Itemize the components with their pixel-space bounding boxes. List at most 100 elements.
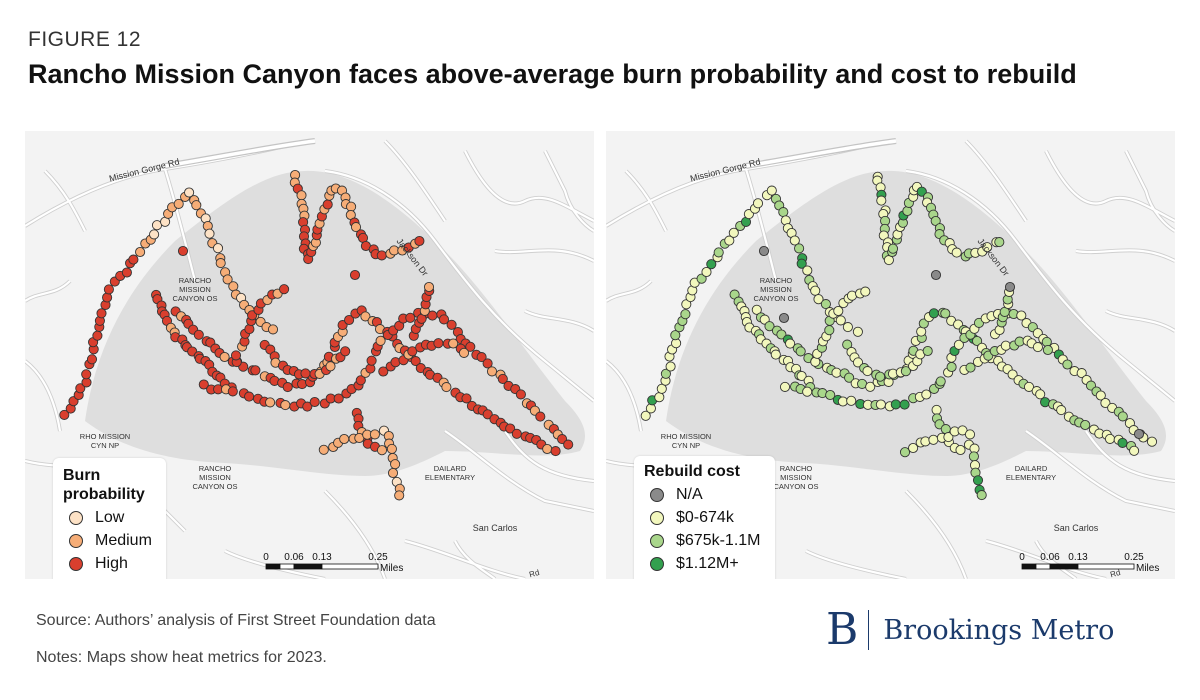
property-dot: [789, 235, 800, 246]
property-dot: [265, 397, 276, 408]
scale-tick-label: 0.25: [368, 552, 388, 563]
property-dot: [476, 352, 487, 363]
map-label: CANYON OS: [172, 294, 217, 303]
property-dot-na: [758, 245, 770, 257]
property-dot: [875, 399, 886, 410]
property-dot: [1095, 390, 1106, 401]
map-label: DAILARD: [1015, 464, 1048, 473]
property-dot: [1117, 437, 1128, 448]
property-dot: [405, 312, 416, 323]
scale-tick-label: 0.13: [1068, 552, 1088, 563]
property-dot: [955, 444, 966, 456]
property-dot: [465, 341, 476, 352]
property-dot: [482, 358, 493, 369]
property-dot: [550, 446, 561, 457]
property-dot: [1035, 389, 1046, 400]
property-dot: [935, 376, 946, 387]
property-dot: [908, 442, 919, 454]
map-label: RANCHO: [780, 464, 813, 473]
property-dot: [802, 265, 813, 276]
property-dot: [244, 324, 255, 335]
legend-label: Low: [95, 509, 125, 526]
source-note: Source: Authors’ analysis of First Stree…: [36, 612, 436, 629]
map-label: CANYON OS: [773, 482, 818, 491]
property-dot: [852, 357, 864, 368]
legend-swatch: [650, 534, 664, 548]
property-dot: [378, 366, 389, 377]
property-dot: [899, 447, 911, 458]
property-dot: [198, 379, 209, 390]
property-dot: [250, 365, 261, 376]
property-dot: [386, 443, 397, 454]
property-dot: [355, 375, 366, 386]
legend-label: $0-674k: [676, 509, 734, 526]
property-dot: [204, 228, 215, 239]
property-dot: [309, 396, 320, 408]
property-dot: [846, 395, 857, 406]
property-dots: [640, 171, 1158, 501]
property-dot: [376, 445, 388, 456]
map-label: MISSION: [780, 473, 812, 482]
property-dot: [779, 381, 791, 392]
scale-unit-label: Miles: [380, 563, 403, 574]
property-dot: [1104, 433, 1116, 444]
property-dot: [837, 396, 848, 407]
property-dot: [670, 330, 681, 341]
property-dot: [441, 382, 452, 393]
property-dot: [81, 369, 92, 380]
property-dot: [982, 242, 993, 253]
legend-label: High: [95, 555, 128, 572]
map-label: RANCHO: [199, 464, 232, 473]
property-dot: [86, 354, 98, 365]
property-dot: [135, 246, 146, 258]
property-dot: [953, 339, 964, 350]
property-dot: [325, 361, 336, 372]
property-dot: [121, 267, 132, 278]
scale-tick-label: 0: [1019, 552, 1025, 563]
property-dot: [833, 305, 844, 317]
property-dot: [1056, 405, 1067, 416]
property-dot: [844, 372, 855, 383]
property-dot: [103, 284, 114, 295]
property-dot: [785, 338, 796, 349]
map-label: San Carlos: [1054, 523, 1099, 533]
property-dot: [770, 349, 781, 360]
property-dot: [177, 245, 189, 257]
legend-item-medium: Medium: [63, 532, 152, 550]
property-dot: [1076, 368, 1087, 379]
map-label: CANYON OS: [192, 482, 237, 491]
legend-item-mid-cost: $675k-1.1M: [644, 532, 761, 550]
property-dot: [191, 200, 202, 211]
property-dot: [244, 391, 255, 402]
property-dot: [778, 207, 789, 218]
property-dot: [96, 308, 107, 319]
property-dot: [794, 243, 805, 254]
property-dot: [928, 308, 939, 319]
property-dot: [796, 258, 807, 269]
property-dot: [369, 429, 380, 440]
property-dot: [349, 269, 361, 281]
property-dot: [390, 459, 401, 470]
property-dot: [752, 198, 764, 209]
scale-tick-label: 0: [263, 552, 269, 563]
map-label: DAILARD: [434, 464, 467, 473]
property-dot: [366, 355, 377, 366]
property-dot: [640, 410, 651, 421]
property-dot: [887, 243, 899, 254]
property-dot: [102, 292, 113, 303]
property-dot: [810, 285, 821, 296]
property-dot: [645, 403, 656, 414]
property-dot: [511, 428, 522, 439]
property-dot: [922, 345, 933, 357]
logo-letter: B: [826, 604, 859, 655]
legend-item-low-cost: $0-674k: [644, 509, 761, 527]
property-dot: [813, 294, 824, 305]
legend-item-high-cost: $1.12M+: [644, 555, 761, 573]
property-dot: [1016, 310, 1027, 321]
property-dot: [414, 235, 425, 247]
property-dot-na: [1133, 428, 1145, 440]
legend-swatch: [69, 511, 83, 525]
property-dot: [764, 321, 775, 332]
